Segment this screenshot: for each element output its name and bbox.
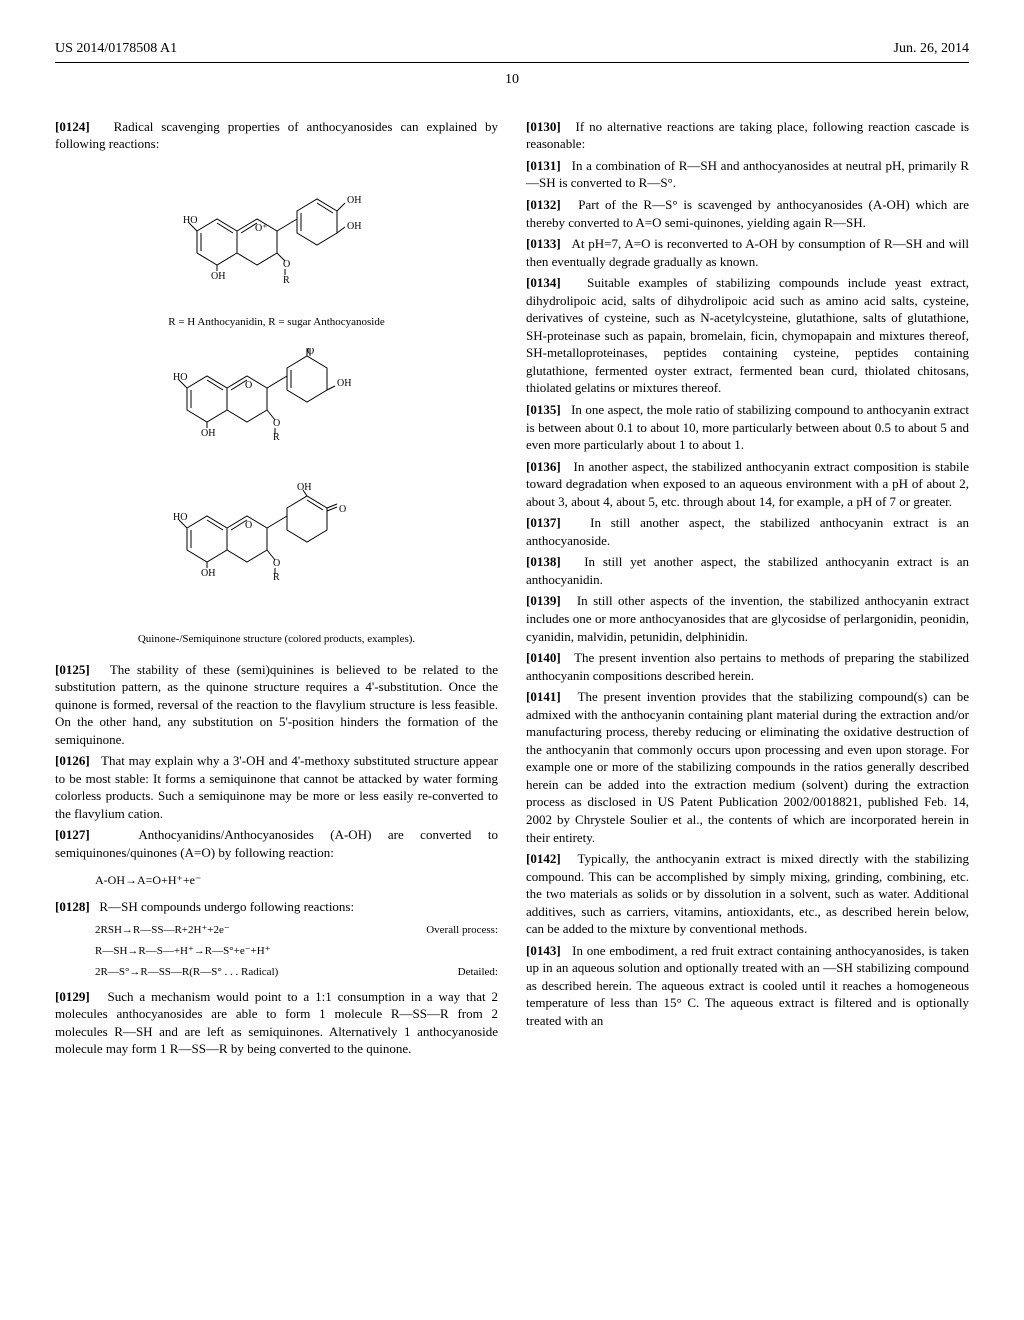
svg-text:O: O xyxy=(245,380,252,391)
para-num: [0128] xyxy=(55,899,90,914)
content-columns: [0124] Radical scavenging properties of … xyxy=(55,118,969,1062)
paragraph-0140: [0140] The present invention also pertai… xyxy=(526,649,969,684)
svg-text:O: O xyxy=(245,520,252,531)
paragraph-0139: [0139] In still other aspects of the inv… xyxy=(526,592,969,645)
chemical-structure-2: O HO OH O OH O R xyxy=(55,348,498,647)
svg-text:O: O xyxy=(307,348,314,357)
paragraph-0129: [0129] Such a mechanism would point to a… xyxy=(55,988,498,1058)
para-num: [0142] xyxy=(526,851,561,866)
para-num: [0130] xyxy=(526,119,561,134)
paragraph-0143: [0143] In one embodiment, a red fruit ex… xyxy=(526,942,969,1030)
reaction-2a: 2RSH→R—SS—R+2H⁺+2e⁻ xyxy=(95,923,230,938)
svg-text:R: R xyxy=(283,275,290,286)
para-num: [0131] xyxy=(526,158,561,173)
chem-caption-2: Quinone-/Semiquinone structure (colored … xyxy=(55,632,498,647)
paragraph-0134: [0134] Suitable examples of stabilizing … xyxy=(526,274,969,397)
para-num: [0138] xyxy=(526,554,561,569)
reaction-2c: 2R—S°→R—SS—R(R—S° . . . Radical) xyxy=(95,965,278,980)
svg-text:O: O xyxy=(339,504,346,515)
right-column: [0130] If no alternative reactions are t… xyxy=(526,118,969,1062)
para-text: Radical scavenging properties of anthocy… xyxy=(55,119,498,152)
para-num: [0134] xyxy=(526,275,561,290)
para-text: In still other aspects of the invention,… xyxy=(526,593,969,643)
paragraph-0142: [0142] Typically, the anthocyanin extrac… xyxy=(526,850,969,938)
para-num: [0139] xyxy=(526,593,561,608)
svg-text:OH: OH xyxy=(201,568,215,579)
para-num: [0133] xyxy=(526,236,561,251)
svg-text:R: R xyxy=(273,572,280,583)
left-column: [0124] Radical scavenging properties of … xyxy=(55,118,498,1062)
chem-caption-1: R = H Anthocyanidin, R = sugar Anthocyan… xyxy=(55,315,498,330)
svg-text:OH: OH xyxy=(347,195,361,206)
paragraph-0137: [0137] In still another aspect, the stab… xyxy=(526,514,969,549)
svg-text:R: R xyxy=(273,432,280,443)
para-text: R—SH compounds undergo following reactio… xyxy=(99,899,354,914)
paragraph-0136: [0136] In another aspect, the stabilized… xyxy=(526,458,969,511)
paragraph-0133: [0133] At pH=7, A=O is reconverted to A-… xyxy=(526,235,969,270)
reaction-block: 2RSH→R—SS—R+2H⁺+2e⁻ Overall process: R—S… xyxy=(95,923,498,980)
svg-text:O⁺: O⁺ xyxy=(255,223,268,234)
reaction-label: Detailed: xyxy=(458,965,498,980)
paragraph-0126: [0126] That may explain why a 3'-OH and … xyxy=(55,752,498,822)
para-num: [0143] xyxy=(526,943,561,958)
publication-number: US 2014/0178508 A1 xyxy=(55,40,177,59)
page-number: 10 xyxy=(55,71,969,90)
chemical-structure-1: O⁺ HO OH OH OH O R R = H Anthocyanidin, … xyxy=(55,171,498,330)
para-text: Anthocyanidins/Anthocyanosides (A-OH) ar… xyxy=(55,827,498,860)
para-text: The present invention also pertains to m… xyxy=(526,650,969,683)
para-text: The stability of these (semi)quinines is… xyxy=(55,662,498,747)
svg-text:OH: OH xyxy=(201,428,215,439)
para-num: [0124] xyxy=(55,119,90,134)
para-num: [0137] xyxy=(526,515,561,530)
page-header: US 2014/0178508 A1 Jun. 26, 2014 xyxy=(55,40,969,63)
para-num: [0136] xyxy=(526,459,561,474)
para-num: [0126] xyxy=(55,753,90,768)
para-num: [0140] xyxy=(526,650,561,665)
paragraph-0124: [0124] Radical scavenging properties of … xyxy=(55,118,498,153)
para-num: [0129] xyxy=(55,989,90,1004)
svg-text:OH: OH xyxy=(347,221,361,232)
para-text: Such a mechanism would point to a 1:1 co… xyxy=(55,989,498,1057)
para-text: In one aspect, the mole ratio of stabili… xyxy=(526,402,969,452)
reaction-label: Overall process: xyxy=(426,923,498,938)
para-text: Suitable examples of stabilizing compoun… xyxy=(526,275,969,395)
reaction-1: A-OH→A=O+H⁺+e⁻ xyxy=(55,872,498,888)
para-text: In still another aspect, the stabilized … xyxy=(526,515,969,548)
para-text: Typically, the anthocyanin extract is mi… xyxy=(526,851,969,936)
paragraph-0141: [0141] The present invention provides th… xyxy=(526,688,969,846)
para-num: [0127] xyxy=(55,827,90,842)
paragraph-0132: [0132] Part of the R—S° is scavenged by … xyxy=(526,196,969,231)
para-text: The present invention provides that the … xyxy=(526,689,969,844)
para-text: In a combination of R—SH and anthocyanos… xyxy=(526,158,969,191)
para-text: In another aspect, the stabilized anthoc… xyxy=(526,459,969,509)
paragraph-0131: [0131] In a combination of R—SH and anth… xyxy=(526,157,969,192)
svg-text:OH: OH xyxy=(211,271,225,282)
para-text: That may explain why a 3'-OH and 4'-meth… xyxy=(55,753,498,821)
paragraph-0135: [0135] In one aspect, the mole ratio of … xyxy=(526,401,969,454)
para-text: Part of the R—S° is scavenged by anthocy… xyxy=(526,197,969,230)
para-num: [0125] xyxy=(55,662,90,677)
publication-date: Jun. 26, 2014 xyxy=(894,40,969,59)
paragraph-0125: [0125] The stability of these (semi)quin… xyxy=(55,661,498,749)
para-text: In still yet another aspect, the stabili… xyxy=(526,554,969,587)
para-text: In one embodiment, a red fruit extract c… xyxy=(526,943,969,1028)
para-num: [0135] xyxy=(526,402,561,417)
para-num: [0132] xyxy=(526,197,561,212)
paragraph-0128: [0128] R—SH compounds undergo following … xyxy=(55,898,498,916)
svg-text:OH: OH xyxy=(337,378,351,389)
paragraph-0130: [0130] If no alternative reactions are t… xyxy=(526,118,969,153)
para-num: [0141] xyxy=(526,689,561,704)
para-text: If no alternative reactions are taking p… xyxy=(526,119,969,152)
reaction-2b: R—SH→R—S—+H⁺→R—S°+e⁻+H⁺ xyxy=(95,944,271,959)
paragraph-0127: [0127] Anthocyanidins/Anthocyanosides (A… xyxy=(55,826,498,861)
paragraph-0138: [0138] In still yet another aspect, the … xyxy=(526,553,969,588)
para-text: At pH=7, A=O is reconverted to A-OH by c… xyxy=(526,236,969,269)
